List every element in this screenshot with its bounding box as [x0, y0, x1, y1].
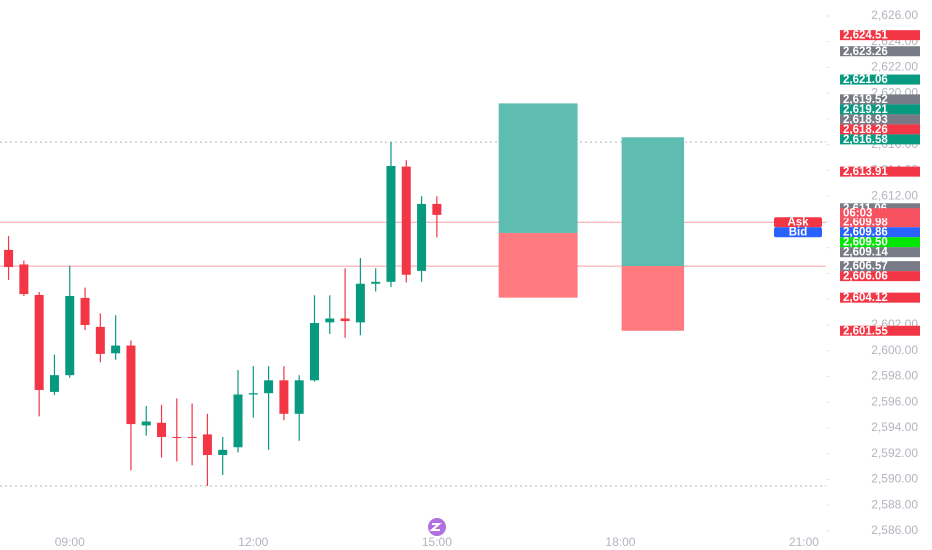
candle-body [80, 297, 90, 325]
candle-body [65, 295, 75, 376]
loss-zone [621, 266, 685, 331]
candle-body [248, 393, 258, 395]
y-tick-label: 2,598.00 [871, 369, 918, 383]
candle-body [111, 345, 121, 354]
price-badge-label: 2,619.21 [843, 104, 888, 116]
candle-body [49, 375, 59, 392]
loss-zone [498, 233, 578, 298]
x-tick-label: 12:00 [238, 535, 268, 549]
price-badge-label: 2,618.26 [843, 124, 888, 136]
candle-body [157, 422, 167, 437]
candle-body [325, 318, 335, 323]
profit-zone [621, 137, 685, 267]
price-badge [840, 134, 920, 145]
candle-body [218, 449, 228, 455]
price-badge-label: 2,609.98 [843, 217, 888, 229]
candle-body [233, 394, 243, 448]
candle-body [371, 281, 381, 284]
price-badge [840, 217, 920, 228]
x-tick-label: 18:00 [605, 535, 635, 549]
price-badge-label: 2,624.51 [843, 30, 888, 42]
price-badge-label: 2,609.14 [843, 247, 888, 259]
price-badge [840, 74, 920, 85]
quote-tag [774, 217, 822, 228]
price-badge-label: 2,604.12 [843, 292, 888, 304]
price-badge [840, 104, 920, 115]
x-tick-label: 15:00 [422, 535, 452, 549]
y-tick-label: 2,586.00 [871, 523, 918, 537]
candle-body [309, 323, 319, 381]
candle-body [401, 166, 411, 275]
profit-zone [498, 103, 578, 234]
price-badge [840, 237, 920, 248]
y-tick-label: 2,594.00 [871, 420, 918, 434]
price-badge-label: 2,618.93 [843, 114, 888, 126]
y-tick-label: 2,588.00 [871, 497, 918, 511]
price-badge-label: 2,613.91 [843, 166, 888, 178]
candle-body [355, 283, 365, 323]
y-tick-label: 2,592.00 [871, 446, 918, 460]
candle-body [202, 434, 212, 455]
logo [428, 518, 446, 536]
x-tick-label: 21:00 [789, 535, 819, 549]
countdown: 06:03 [843, 208, 872, 220]
candle-body [172, 436, 182, 438]
candle-body [432, 203, 442, 215]
price-badge-label: 2,609.50 [843, 237, 888, 249]
quote-label: Bid [789, 227, 808, 239]
candle-body [95, 326, 105, 354]
y-tick-label: 2,596.00 [871, 394, 918, 408]
price-badge-label: 2,621.06 [843, 74, 888, 86]
price-badge [840, 325, 920, 336]
candle-body [187, 436, 197, 438]
price-badge [840, 292, 920, 303]
candle-body [126, 345, 136, 425]
price-badge [840, 114, 920, 125]
price-badge [840, 247, 920, 258]
candle-body [417, 203, 427, 271]
candle-body [19, 264, 29, 295]
y-tick-label: 2,626.00 [871, 8, 918, 22]
candle-body [141, 421, 151, 426]
price-badge [840, 227, 920, 238]
quote-tag [774, 227, 822, 238]
price-badge-label: 2,609.86 [843, 227, 888, 239]
price-badge-label: 2,601.55 [843, 325, 888, 337]
price-badge-label: 2,619.52 [843, 94, 888, 106]
y-tick-label: 2,622.00 [871, 60, 918, 74]
price-badge-label: 2,606.57 [843, 261, 888, 273]
candle-body [4, 249, 14, 268]
candle-body [386, 165, 396, 282]
quote-label: Ask [787, 217, 809, 229]
price-badge [840, 94, 920, 105]
y-tick-label: 2,590.00 [871, 472, 918, 486]
price-badge-label: 2,616.58 [843, 134, 888, 146]
price-badge-label: 2,606.06 [843, 271, 888, 283]
y-tick-label: 2,600.00 [871, 343, 918, 357]
candle-body [264, 380, 274, 394]
price-badge [840, 166, 920, 177]
price-badge [840, 124, 920, 135]
price-badge-label: 2,623.26 [843, 46, 888, 58]
countdown-badge [840, 208, 920, 219]
y-tick-label: 2,612.00 [871, 188, 918, 202]
price-badge [840, 271, 920, 282]
price-badge [840, 261, 920, 272]
candle-body [279, 380, 289, 414]
x-tick-label: 09:00 [55, 535, 85, 549]
price-badge [840, 30, 920, 41]
candle-body [340, 318, 350, 322]
candle-body [34, 294, 44, 390]
price-badge [840, 46, 920, 57]
candle-body [294, 380, 304, 414]
